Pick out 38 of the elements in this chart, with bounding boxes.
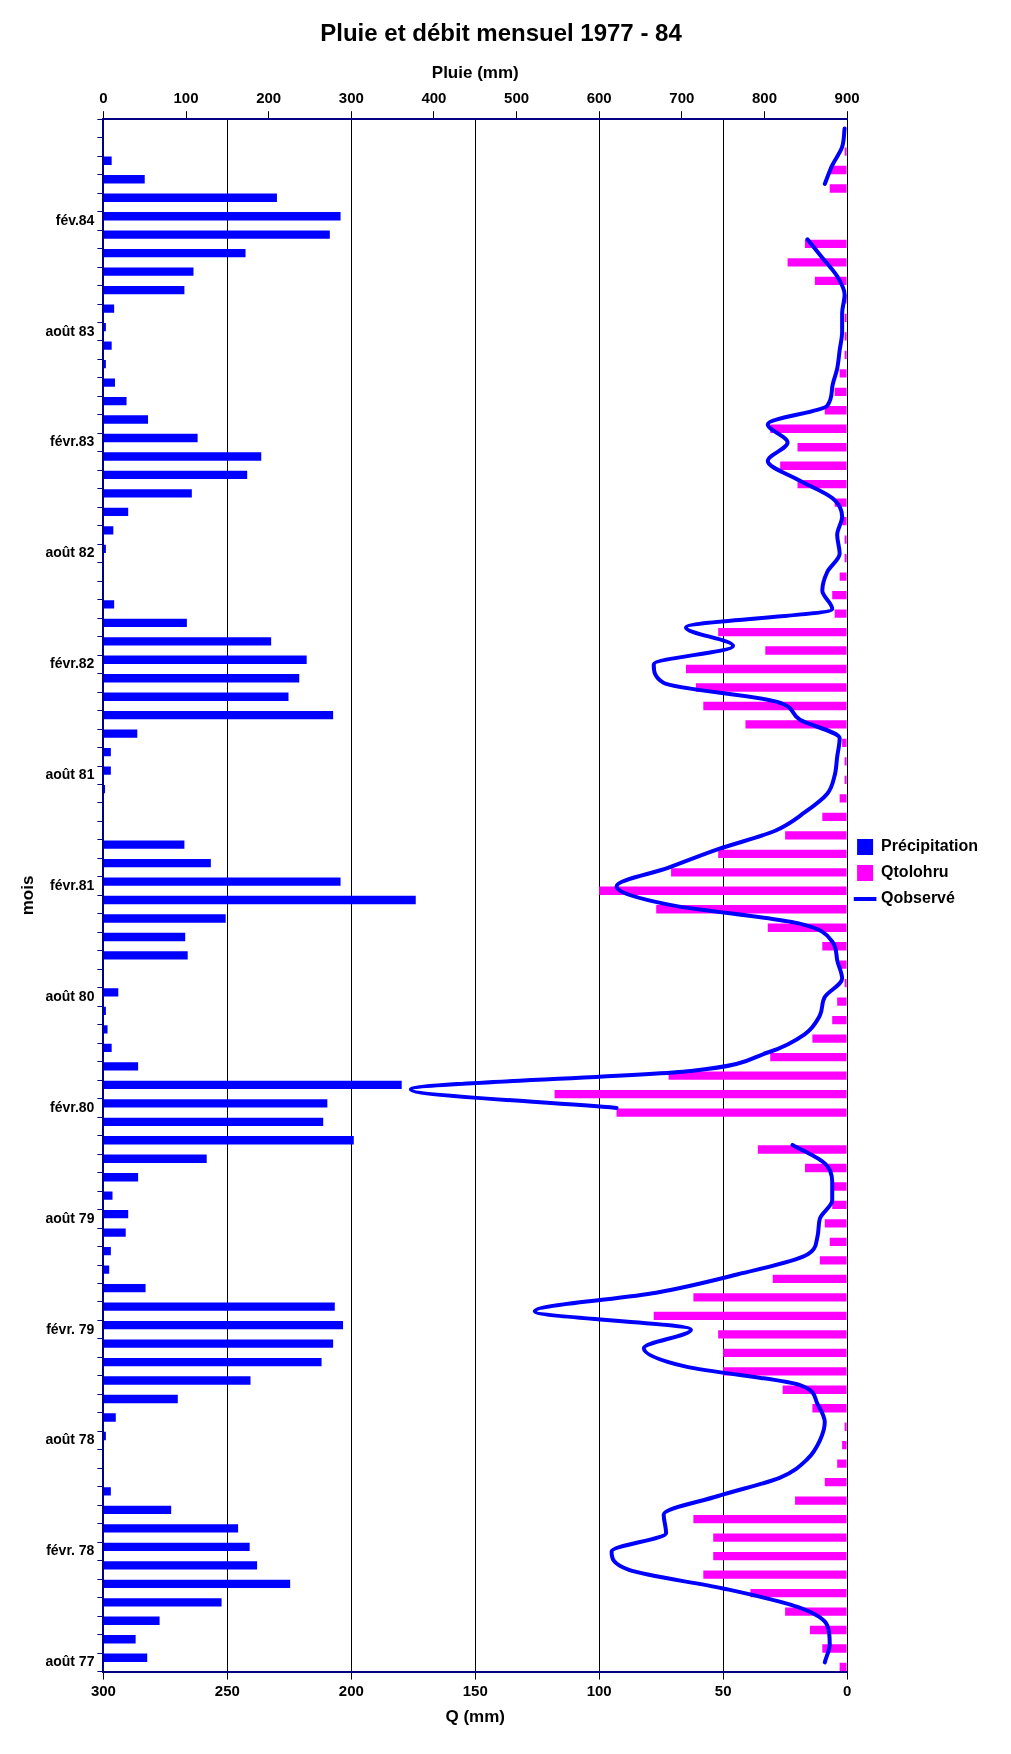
y-tick-label: févr.82 bbox=[50, 655, 95, 672]
x2-tick-label: 100 bbox=[173, 89, 199, 107]
x-tick-label: 150 bbox=[462, 1681, 488, 1699]
x-tick-label: 0 bbox=[842, 1681, 852, 1699]
x2-tick-label: 800 bbox=[751, 89, 777, 107]
y-tick-label: août 83 bbox=[45, 322, 95, 339]
x-tick-label: 100 bbox=[586, 1681, 612, 1699]
x-tick-label: 200 bbox=[338, 1681, 364, 1699]
x2-tick-label: 0 bbox=[99, 89, 108, 107]
y-tick-label: févr. 78 bbox=[46, 1542, 95, 1559]
y-tick-label: fév.84 bbox=[55, 211, 95, 228]
x2-tick-label: 700 bbox=[669, 89, 695, 107]
y-tick-label: août 78 bbox=[45, 1431, 95, 1448]
x2-tick-label: 300 bbox=[338, 89, 364, 107]
legend-label: Qtolohru bbox=[881, 863, 949, 881]
y-axis-title: mois bbox=[17, 875, 37, 916]
x2-tick-label: 200 bbox=[256, 89, 282, 107]
legend-label: Précipitation bbox=[881, 837, 978, 855]
x-tick-label: 50 bbox=[714, 1681, 732, 1699]
y-tick-label: août 82 bbox=[45, 544, 95, 561]
y-tick-label: août 79 bbox=[45, 1209, 95, 1226]
y-tick-label: févr.81 bbox=[50, 877, 95, 894]
x2-tick-label: 900 bbox=[834, 89, 860, 107]
y-tick-label: févr. 79 bbox=[46, 1320, 95, 1337]
x2-axis-title: Pluie (mm) bbox=[431, 62, 519, 82]
x-tick-label: 250 bbox=[214, 1681, 240, 1699]
x-axis-title: Q (mm) bbox=[445, 1707, 505, 1727]
y-tick-label: févr.80 bbox=[50, 1098, 95, 1115]
y-tick-label: août 80 bbox=[45, 987, 95, 1004]
legend-label: Qobservé bbox=[881, 889, 956, 907]
x2-tick-label: 500 bbox=[504, 89, 530, 107]
y-tick-label: août 77 bbox=[45, 1653, 95, 1670]
x2-tick-label: 600 bbox=[586, 89, 612, 107]
y-tick-label: août 81 bbox=[45, 766, 95, 783]
x-tick-label: 300 bbox=[90, 1681, 116, 1699]
chart-title: Pluie et débit mensuel 1977 - 84 bbox=[320, 19, 683, 47]
x2-tick-label: 400 bbox=[421, 89, 447, 107]
y-tick-label: févr.83 bbox=[50, 433, 95, 450]
